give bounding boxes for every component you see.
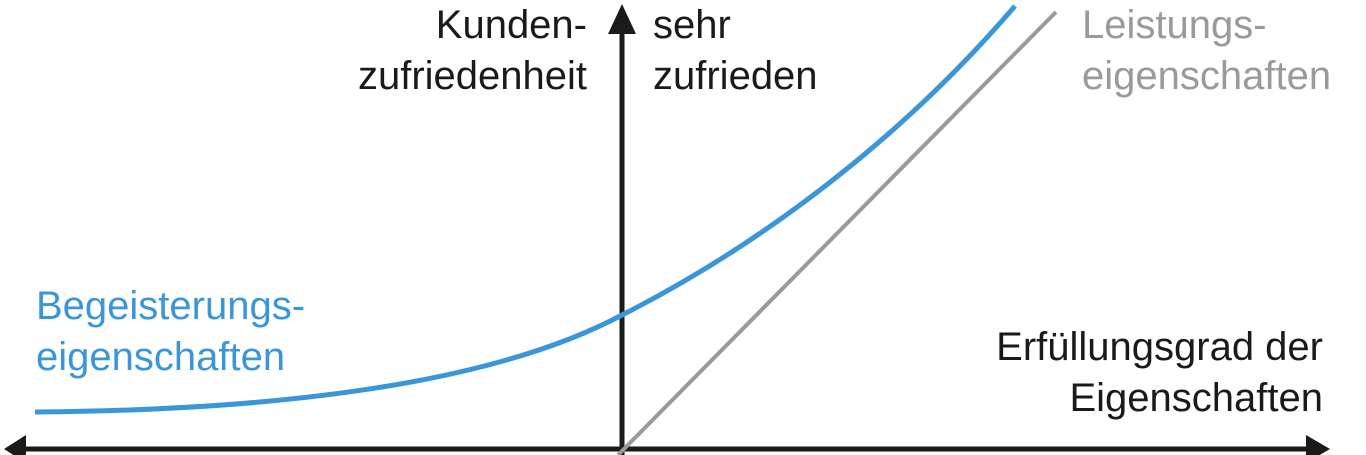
leistung-label-line1: Leistungs-	[1082, 3, 1267, 47]
leistung-line	[616, 10, 1058, 455]
y-axis-arrowhead	[608, 4, 636, 34]
x-axis-label-line1: Erfüllungsgrad der	[996, 325, 1323, 369]
begeisterung-label-line1: Begeisterungs-	[36, 284, 306, 328]
y-axis-label-line1: Kunden-	[435, 3, 587, 47]
x-axis-label-line2: Eigenschaften	[1069, 376, 1323, 420]
begeisterung-curve	[34, 4, 1017, 415]
y-axis-label-line2: zufriedenheit	[357, 54, 587, 98]
top-label-line1: sehr	[653, 3, 731, 47]
top-label-line2: zufrieden	[653, 54, 818, 98]
x-axis-left-arrowhead	[4, 435, 26, 455]
leistung-label-line2: eigenschaften	[1082, 54, 1332, 98]
x-axis-right-arrowhead	[1306, 435, 1330, 455]
begeisterung-label-line2: eigenschaften	[36, 335, 286, 379]
